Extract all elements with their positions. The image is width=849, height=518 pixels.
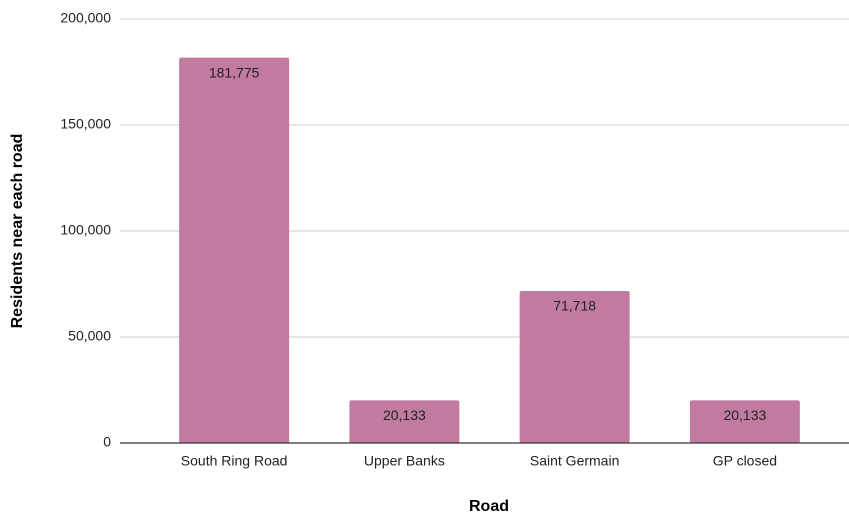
value-label: 181,775: [209, 64, 260, 80]
x-tick-label: South Ring Road: [181, 453, 288, 469]
y-axis-title: Residents near each road: [9, 134, 26, 329]
bar: [349, 400, 460, 443]
y-tick-label: 0: [103, 434, 111, 450]
x-axis-title: Road: [469, 498, 509, 515]
value-label: 20,133: [723, 407, 766, 423]
y-tick-label: 200,000: [60, 10, 111, 26]
bar: [519, 290, 630, 443]
value-label: 20,133: [383, 407, 426, 423]
x-tick-label: Saint Germain: [530, 453, 619, 469]
bar: [179, 57, 290, 444]
x-tick-label: Upper Banks: [364, 453, 445, 469]
y-tick-label: 150,000: [60, 116, 111, 132]
bar: [689, 400, 800, 443]
value-label: 71,718: [553, 298, 596, 314]
y-tick-label: 50,000: [68, 328, 111, 344]
y-tick-label: 100,000: [60, 222, 111, 238]
x-tick-label: GP closed: [713, 453, 777, 469]
